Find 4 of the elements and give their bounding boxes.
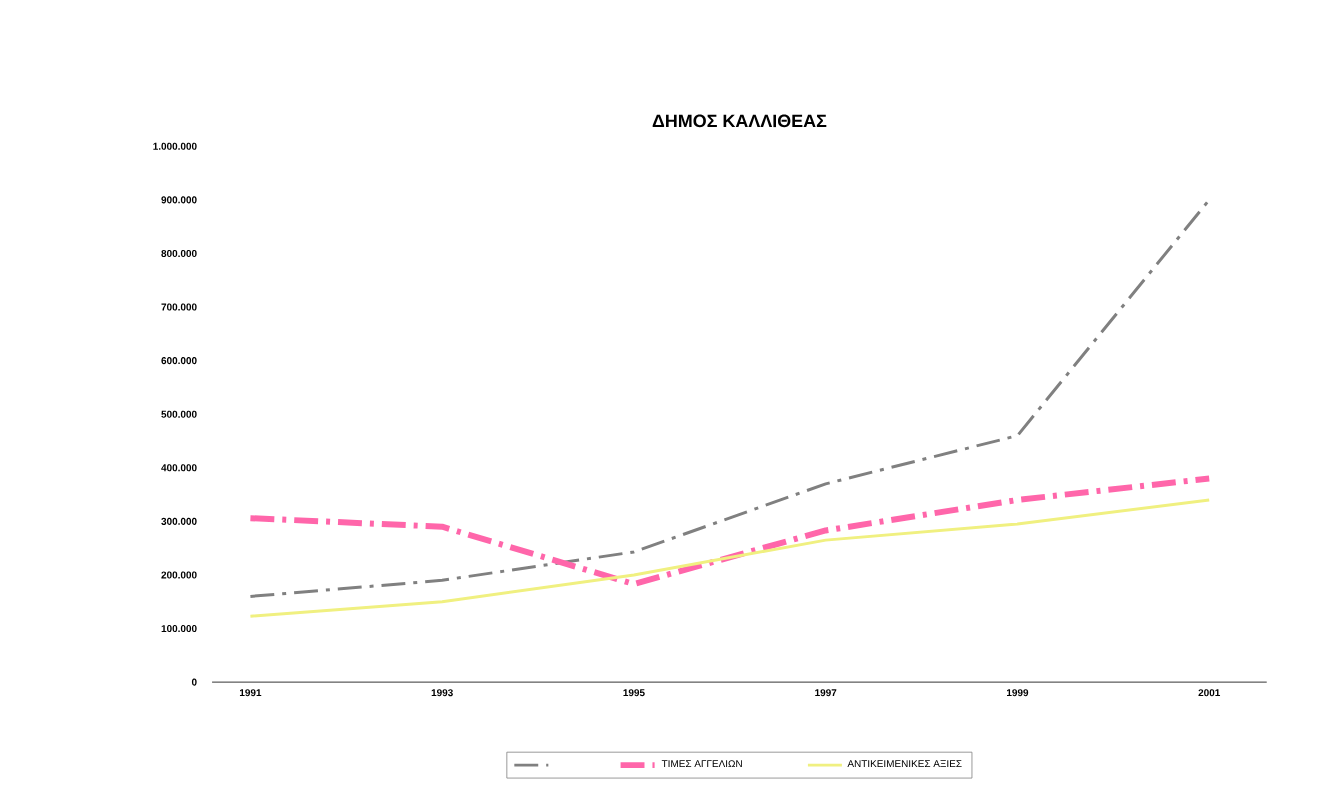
line-series <box>248 198 1211 598</box>
line-series <box>248 498 1211 618</box>
line-series <box>247 475 1213 588</box>
chart-title: ΔΗΜΟΣ ΚΑΛΛΙΘΕΑΣ <box>652 114 827 128</box>
